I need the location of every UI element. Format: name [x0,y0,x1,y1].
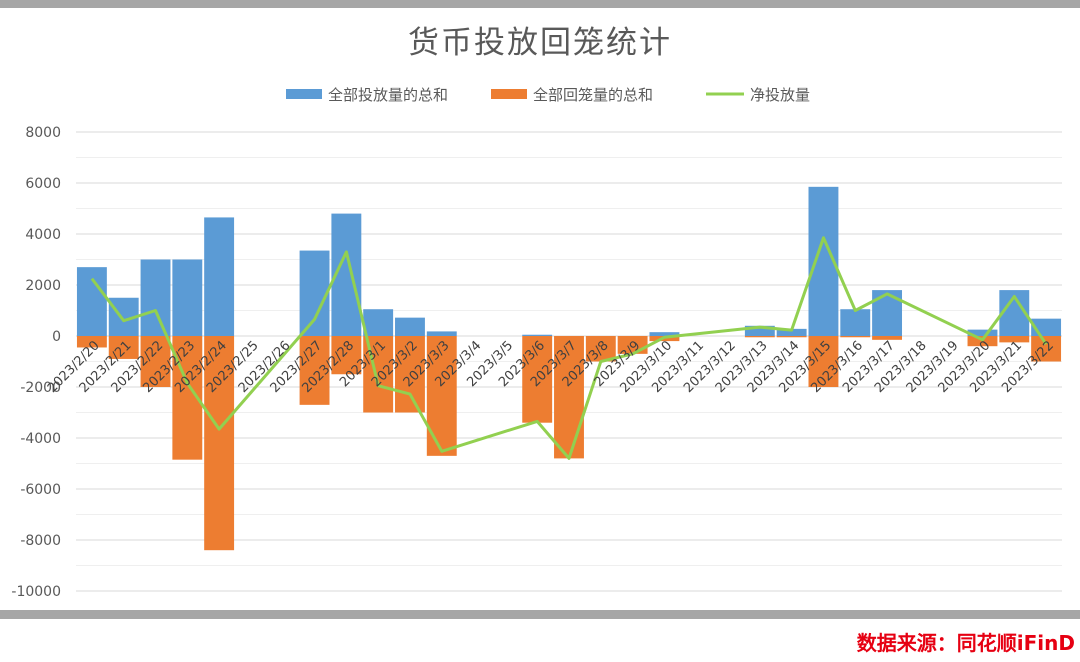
injection-bar [522,334,553,336]
y-tick-label: -2000 [20,380,61,396]
y-tick-label: -4000 [20,431,61,447]
legend-swatch-total-withdrawal [491,89,527,99]
injection-bar [299,250,330,336]
y-tick-label: 2000 [25,278,61,294]
legend-label-total-withdrawal: 全部回笼量的总和 [533,86,653,104]
withdrawal-bar [840,336,871,338]
withdrawal-bar [585,336,616,362]
withdrawal-bar [331,336,362,375]
withdrawal-bar [108,336,139,359]
legend: 全部投放量的总和 全部回笼量的总和 净投放量 [286,86,810,104]
data-source-note: 数据来源：同花顺iFinD [857,631,1075,655]
injection-bar [204,217,235,336]
withdrawal-bar [522,336,553,423]
injection-bar [840,309,871,336]
net-injection-line [90,236,1048,460]
bottom-border-band [0,610,1080,619]
injection-bar [649,332,680,336]
top-border-band [0,0,1080,8]
withdrawal-bar [776,336,807,338]
y-tick-label: -10000 [11,584,61,600]
withdrawal-bar [744,336,775,338]
injection-bar [426,331,457,336]
withdrawal-bar [395,336,425,413]
y-tick-label: -6000 [20,482,61,498]
withdrawal-bar [1031,336,1062,362]
legend-label-net-injection: 净投放量 [750,86,810,104]
legend-swatch-total-injection [286,89,322,99]
injection-bar [172,259,203,336]
y-tick-label: 6000 [25,176,61,192]
injection-bar [76,267,107,336]
legend-label-total-injection: 全部投放量的总和 [328,86,448,104]
net-injection-polyline [90,236,1048,460]
y-tick-label: -8000 [20,533,61,549]
injection-bar [872,290,903,336]
y-tick-label: 4000 [25,227,61,243]
withdrawal-bar [999,336,1030,343]
withdrawal-bar [872,336,903,340]
withdrawal-bar [299,336,330,405]
injection-bar [744,325,775,336]
withdrawal-bar [204,336,235,551]
withdrawal-bar [76,336,107,348]
injection-bar [363,309,394,336]
withdrawal-bar [554,336,584,459]
injection-bar [967,329,998,336]
y-tick-label: 8000 [25,125,61,141]
injection-bar [395,317,425,336]
chart-title: 货币投放回笼统计 [408,25,672,61]
y-axis-ticks: 8000 6000 4000 2000 0 -2000 -4000 -6000 -8000 -10… [11,125,61,600]
y-tick-label: 0 [52,329,61,345]
injection-bar [140,259,171,336]
withdrawal-bar [808,336,839,387]
withdrawal-bar [140,336,171,387]
injection-bar [776,328,807,336]
